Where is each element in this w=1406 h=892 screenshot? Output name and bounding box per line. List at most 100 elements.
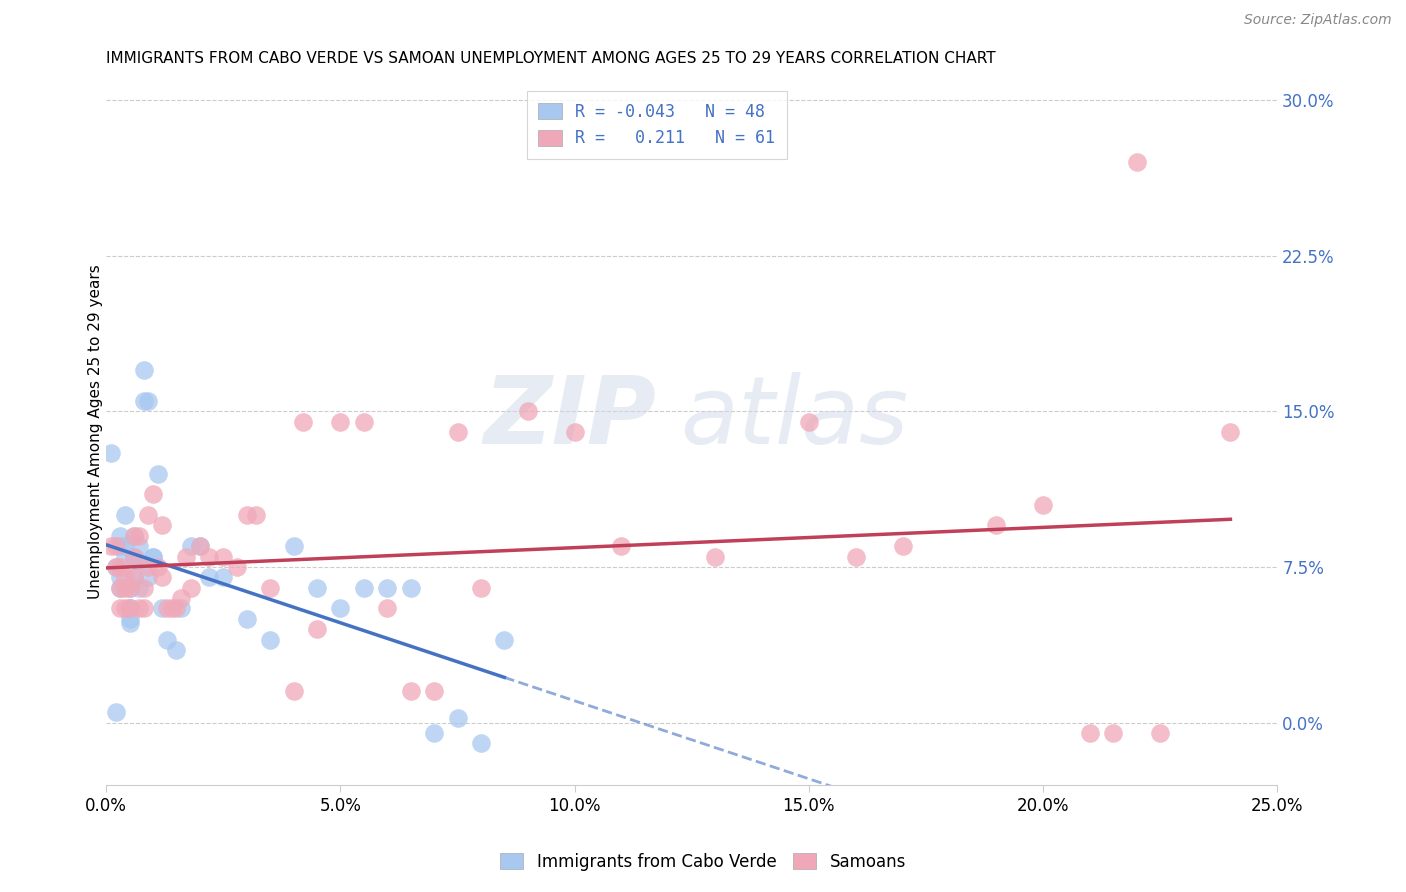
Point [470,736,492,750]
Point [124,549,146,564]
Point [174,549,197,564]
Point [166,601,188,615]
Point [110,529,132,543]
Point [891,539,914,553]
Point [1032,498,1054,512]
Point [564,425,586,439]
Point [132,363,155,377]
Point [132,581,155,595]
Point [114,508,136,522]
Point [198,570,221,584]
Point [132,601,155,615]
Legend: Immigrants from Cabo Verde, Samoans: Immigrants from Cabo Verde, Samoans [492,845,914,880]
Point [114,570,136,584]
Point [104,705,127,719]
Point [124,529,146,543]
Legend: R = -0.043   N = 48, R =   0.211   N = 61: R = -0.043 N = 48, R = 0.211 N = 61 [527,91,786,159]
Point [146,560,169,574]
Point [156,632,179,647]
Point [446,711,468,725]
Text: Source: ZipAtlas.com: Source: ZipAtlas.com [1244,13,1392,28]
Point [118,581,141,595]
Point [110,560,132,574]
Point [283,539,305,553]
Point [305,581,328,595]
Point [114,539,136,553]
Point [353,581,375,595]
Point [110,539,132,553]
Point [118,601,141,615]
Point [110,581,132,595]
Point [259,581,281,595]
Point [152,601,174,615]
Point [118,615,141,630]
Point [128,581,150,595]
Point [180,539,202,553]
Point [104,560,127,574]
Point [198,549,221,564]
Point [166,643,188,657]
Point [1149,726,1171,740]
Point [138,560,160,574]
Point [188,539,211,553]
Point [124,529,146,543]
Point [118,601,141,615]
Point [1219,425,1241,439]
Point [470,581,492,595]
Text: ZIP: ZIP [484,372,657,464]
Point [104,539,127,553]
Point [128,529,150,543]
Point [236,612,259,626]
Point [110,581,132,595]
Point [259,632,281,647]
Point [212,549,235,564]
Point [114,601,136,615]
Point [236,508,259,522]
Point [138,393,160,408]
Point [118,581,141,595]
Point [100,446,122,460]
Point [110,601,132,615]
Point [118,612,141,626]
Point [797,415,820,429]
Point [494,632,516,647]
Point [156,601,179,615]
Point [124,549,146,564]
Point [138,508,160,522]
Text: IMMIGRANTS FROM CABO VERDE VS SAMOAN UNEMPLOYMENT AMONG AGES 25 TO 29 YEARS CORR: IMMIGRANTS FROM CABO VERDE VS SAMOAN UNE… [107,51,995,66]
Point [610,539,633,553]
Point [212,570,235,584]
Y-axis label: Unemployment Among Ages 25 to 29 years: Unemployment Among Ages 25 to 29 years [87,265,103,599]
Point [170,601,193,615]
Point [305,622,328,636]
Point [516,404,538,418]
Point [423,726,446,740]
Point [152,518,174,533]
Point [1102,726,1125,740]
Text: atlas: atlas [681,373,908,464]
Point [188,539,211,553]
Point [283,684,305,698]
Point [128,539,150,553]
Point [124,570,146,584]
Point [375,601,398,615]
Point [114,581,136,595]
Point [986,518,1008,533]
Point [245,508,267,522]
Point [128,554,150,568]
Point [100,539,122,553]
Point [170,591,193,605]
Point [138,570,160,584]
Point [124,570,146,584]
Point [118,601,141,615]
Point [142,487,165,501]
Point [142,549,165,564]
Point [152,570,174,584]
Point [114,549,136,564]
Point [375,581,398,595]
Point [132,393,155,408]
Point [845,549,868,564]
Point [226,560,249,574]
Point [704,549,727,564]
Point [1125,155,1147,169]
